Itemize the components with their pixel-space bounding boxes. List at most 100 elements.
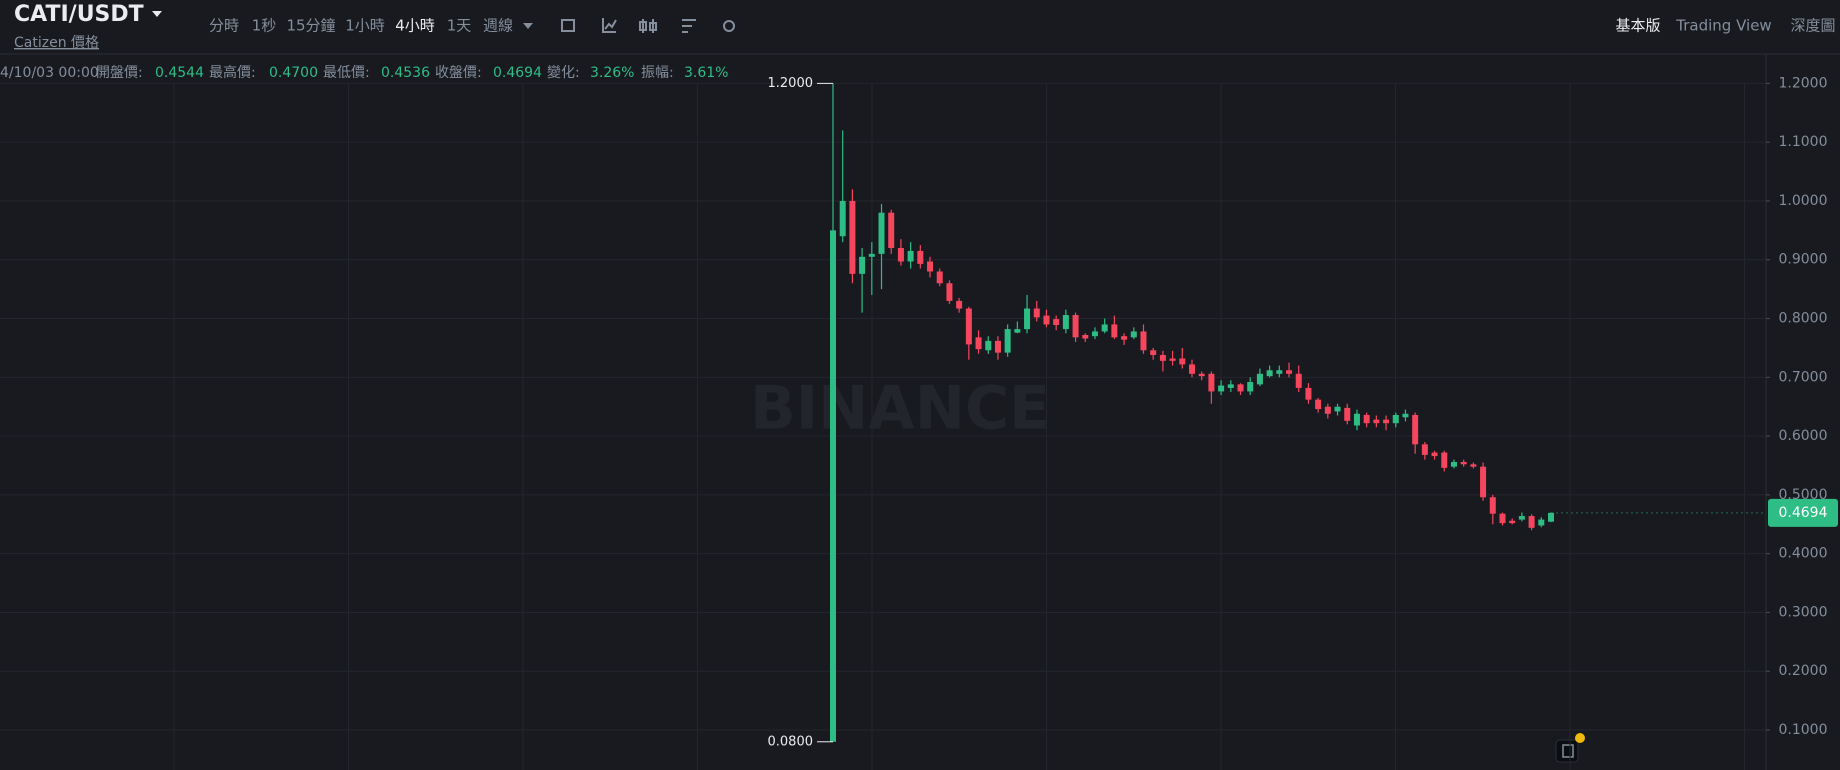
candle-body bbox=[1518, 516, 1525, 520]
candle-body bbox=[1431, 452, 1438, 457]
candle-body bbox=[1441, 452, 1448, 468]
y-tick-label: 1.2000 bbox=[1779, 75, 1828, 91]
candle-body bbox=[956, 300, 963, 309]
candle-body bbox=[1053, 319, 1060, 325]
interval-tab[interactable]: 分時 bbox=[209, 17, 239, 35]
interval-tab[interactable]: 4小時 bbox=[395, 17, 435, 35]
interval-tab[interactable]: 週線 bbox=[483, 17, 513, 35]
interval-tab[interactable]: 1天 bbox=[447, 17, 472, 35]
candle-body bbox=[1305, 387, 1312, 400]
candle-body bbox=[1499, 513, 1506, 524]
symbol-caret[interactable] bbox=[152, 11, 162, 17]
indicator-icon[interactable] bbox=[602, 18, 617, 33]
calendar-icon[interactable] bbox=[561, 19, 575, 32]
candle-body bbox=[1159, 354, 1166, 361]
y-tick-label: 0.3000 bbox=[1779, 604, 1828, 620]
notification-box[interactable] bbox=[1555, 739, 1579, 763]
candle-body bbox=[1509, 520, 1516, 524]
info-value: 0.4700 bbox=[269, 65, 318, 81]
info-value: 0.4536 bbox=[381, 65, 430, 81]
watermark: BINANCE bbox=[750, 374, 1050, 444]
candle-body bbox=[1412, 414, 1419, 445]
candle-body bbox=[1101, 324, 1108, 332]
candle-body bbox=[1140, 331, 1147, 351]
candle-body bbox=[1421, 444, 1428, 455]
candle-body bbox=[975, 337, 982, 350]
y-tick-label: 0.1000 bbox=[1779, 722, 1828, 738]
candle-body bbox=[1237, 384, 1244, 392]
view-tab[interactable]: Trading View bbox=[1675, 17, 1771, 35]
last-price-tag bbox=[1768, 498, 1838, 527]
candle-body bbox=[1082, 334, 1089, 339]
y-tick-label: 1.0000 bbox=[1779, 193, 1828, 209]
info-value: 0.4544 bbox=[155, 65, 204, 81]
candle-body bbox=[917, 250, 924, 264]
subtitle[interactable]: Catizen 價格 bbox=[14, 34, 99, 51]
y-tick-label: 0.9000 bbox=[1779, 252, 1828, 268]
candle-body bbox=[1470, 464, 1477, 467]
candle-body bbox=[888, 212, 895, 248]
candle-body bbox=[1489, 497, 1496, 514]
y-tick-label: 0.4000 bbox=[1779, 546, 1828, 562]
chart-type-icon[interactable] bbox=[639, 19, 657, 33]
candle-body bbox=[1548, 512, 1554, 522]
candle-body bbox=[878, 212, 885, 254]
info-label: 振幅: bbox=[641, 65, 674, 81]
last-price-label: 0.4694 bbox=[1779, 505, 1828, 521]
info-label: 開盤價: bbox=[96, 64, 143, 81]
info-value: 3.26% bbox=[590, 65, 634, 81]
candle-body bbox=[1334, 406, 1341, 412]
candle-body bbox=[1091, 331, 1098, 337]
candle-body bbox=[985, 340, 992, 351]
candle-body bbox=[1353, 413, 1360, 426]
candle-body bbox=[1111, 324, 1118, 338]
toolbar-icons bbox=[561, 18, 735, 33]
interval-caret[interactable] bbox=[523, 23, 533, 29]
candle-body bbox=[1324, 406, 1331, 414]
template-icon[interactable] bbox=[682, 19, 696, 33]
candle-body bbox=[849, 200, 856, 274]
info-label: 最高價: bbox=[209, 64, 256, 81]
info-label: 變化: bbox=[547, 65, 580, 81]
y-tick-label: 1.1000 bbox=[1779, 134, 1828, 150]
candle-body bbox=[1179, 358, 1186, 365]
symbol[interactable]: CATI/USDT bbox=[14, 2, 144, 27]
y-tick-label: 0.6000 bbox=[1779, 428, 1828, 444]
candle-body bbox=[1392, 414, 1399, 424]
candle-body bbox=[1169, 358, 1176, 361]
candle-body bbox=[1373, 419, 1380, 424]
info-label: 最低價: bbox=[323, 64, 370, 81]
candle-body bbox=[1121, 336, 1128, 340]
candle-body bbox=[1295, 373, 1302, 388]
candle-body bbox=[1227, 384, 1234, 388]
candle-body bbox=[1208, 373, 1215, 392]
candle-body bbox=[1004, 329, 1011, 353]
candle-body bbox=[1043, 315, 1050, 325]
candle-body bbox=[1266, 370, 1273, 377]
candle-body bbox=[1014, 329, 1021, 333]
candle-body bbox=[830, 230, 836, 742]
candle-body bbox=[1198, 373, 1205, 377]
y-tick-label: 0.7000 bbox=[1779, 369, 1828, 385]
notification-dot bbox=[1575, 733, 1585, 743]
interval-tab[interactable]: 15分鐘 bbox=[286, 17, 335, 35]
view-tab[interactable]: 基本版 bbox=[1615, 17, 1660, 35]
interval-tab[interactable]: 1秒 bbox=[252, 17, 277, 35]
interval-tab[interactable]: 1小時 bbox=[345, 17, 385, 35]
candle-body bbox=[1460, 461, 1467, 465]
candle-body bbox=[1024, 308, 1031, 330]
view-tab[interactable]: 深度圖 bbox=[1790, 17, 1835, 35]
y-tick-label: 0.2000 bbox=[1779, 663, 1828, 679]
notification-icon[interactable] bbox=[1555, 733, 1585, 763]
min-price-label: 0.0800 bbox=[768, 734, 814, 749]
candle-body bbox=[1189, 364, 1195, 374]
max-price-label: 1.2000 bbox=[768, 76, 814, 91]
settings-icon[interactable] bbox=[723, 20, 735, 32]
candle-body bbox=[859, 256, 866, 274]
candle-body bbox=[839, 200, 846, 237]
info-value: 3.61% bbox=[684, 65, 728, 81]
candle-body bbox=[1402, 413, 1409, 418]
candle-body bbox=[1150, 350, 1157, 355]
